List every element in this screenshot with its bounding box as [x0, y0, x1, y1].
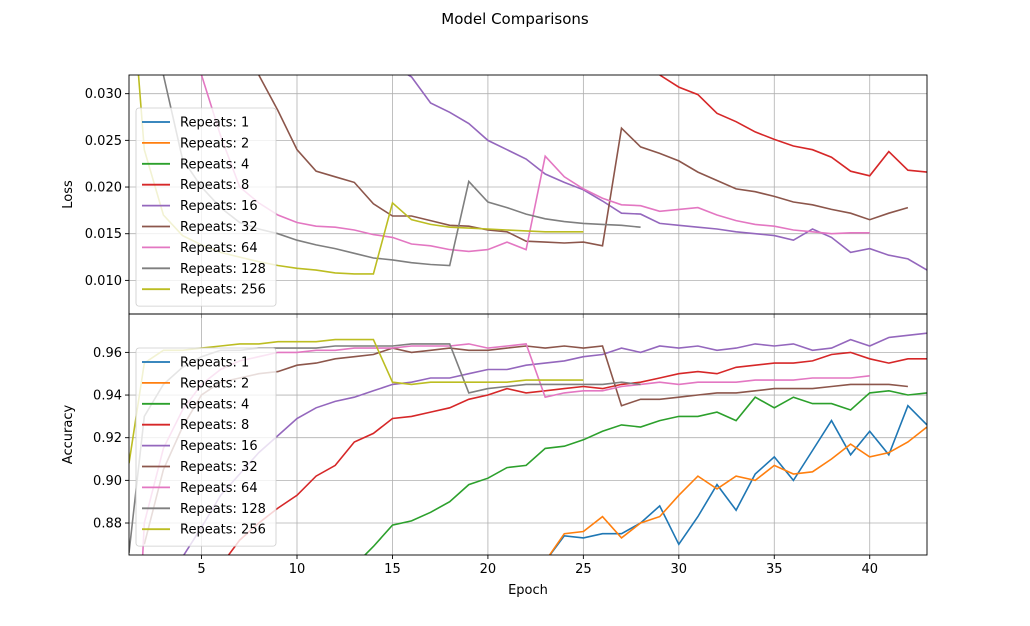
chart2-x-tick-label-35: 35: [766, 562, 783, 577]
chart1-y-tick-label-3: 0.025: [85, 134, 122, 149]
chart1-series-line-64: [200, 75, 870, 253]
chart2-series-line-4: [363, 389, 927, 555]
chart1-legend-label-1: Repeats: 2: [180, 136, 249, 151]
chart2-x-tick-label-40: 40: [861, 562, 878, 577]
chart2-legend-label-2: Repeats: 4: [180, 397, 249, 412]
chart2-y-tick-label-4: 0.96: [93, 346, 122, 361]
chart2-y-tick-label-0: 0.88: [93, 517, 122, 532]
chart1-legend-label-8: Repeats: 256: [180, 283, 266, 298]
figure-title: Model Comparisons: [441, 10, 589, 28]
chart2-x-tick-label-25: 25: [575, 562, 592, 577]
chart2-legend-box: [135, 347, 277, 547]
chart1-series-line-32: [258, 75, 909, 247]
chart2-legend-label-3: Repeats: 8: [180, 418, 249, 433]
chart2-legend-label-4: Repeats: 16: [180, 439, 258, 454]
chart2-legend-label-7: Repeats: 128: [180, 502, 266, 517]
chart2-series-line-1: [548, 404, 927, 555]
chart2-legend-label-0: Repeats: 1: [180, 356, 249, 371]
chart2-legend-label-8: Repeats: 256: [180, 523, 266, 538]
chart1-series-line-8: [659, 75, 927, 177]
chart2-x-tick-label-10: 10: [289, 562, 306, 577]
chart2-legend-label-1: Repeats: 2: [180, 376, 249, 391]
chart1-legend-label-2: Repeats: 4: [180, 157, 249, 172]
chart1-legend-box: [135, 107, 277, 307]
chart1-legend-label-3: Repeats: 8: [180, 178, 249, 193]
chart2-x-tick-label-15: 15: [384, 562, 401, 577]
chart2-x-tick-label-20: 20: [480, 562, 497, 577]
chart1-series-line-16: [406, 75, 927, 271]
chart1-legend-label-4: Repeats: 16: [180, 199, 258, 214]
chart2-series-line-16: [182, 332, 927, 555]
chart1-legend-label-0: Repeats: 1: [180, 116, 249, 131]
chart2-y-tick-label-3: 0.94: [93, 389, 122, 404]
chart1-y-axis-label: Loss: [61, 180, 76, 209]
chart1-legend-label-6: Repeats: 64: [180, 241, 258, 256]
chart2-legend-label-5: Repeats: 32: [180, 460, 258, 475]
chart1-legend-label-7: Repeats: 128: [180, 262, 266, 277]
chart2-y-tick-label-1: 0.90: [93, 474, 122, 489]
chart2-y-axis-label: Accuracy: [61, 405, 76, 465]
chart1-y-tick-label-4: 0.030: [85, 87, 122, 102]
chart2-y-tick-label-2: 0.92: [93, 431, 122, 446]
chart2-x-tick-label-5: 5: [197, 562, 205, 577]
chart2-series-line-2: [548, 426, 927, 555]
chart1-legend-label-5: Repeats: 32: [180, 220, 258, 235]
chart2-legend-label-6: Repeats: 64: [180, 481, 258, 496]
chart1-y-tick-label-2: 0.020: [85, 181, 122, 196]
chart1-y-tick-label-1: 0.015: [85, 227, 122, 242]
chart2-x-tick-label-30: 30: [671, 562, 688, 577]
chart2-x-axis-label: Epoch: [508, 583, 548, 598]
chart2-series-line-8: [227, 351, 927, 555]
chart1-y-tick-label-0: 0.010: [85, 274, 122, 289]
chart2-axes-frame: [128, 313, 928, 556]
